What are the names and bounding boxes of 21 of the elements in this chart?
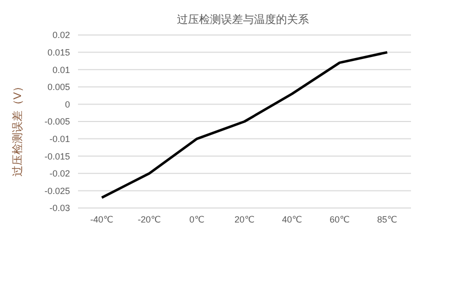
y-tick-label: 0.02 [52, 30, 70, 40]
y-tick-label: 0.005 [47, 82, 70, 92]
chart-title: 过压检测误差与温度的关系 [176, 12, 310, 27]
x-tick-label: 85℃ [377, 214, 398, 224]
x-tick-label: 40℃ [282, 214, 302, 224]
y-tick-label: -0.03 [49, 203, 70, 214]
x-tick-label: 0℃ [189, 214, 204, 224]
y-tick-label: -0.005 [44, 116, 70, 127]
y-tick-label: -0.01 [49, 134, 70, 144]
line-series [100, 51, 388, 199]
y-tick-label: -0.015 [44, 151, 70, 162]
y-tick-label: -0.02 [49, 168, 70, 179]
x-tick-label: 20℃ [234, 214, 255, 224]
y-tick-label: 0 [64, 99, 70, 110]
x-tick-label: -20℃ [138, 214, 161, 224]
x-tick-label: 60℃ [330, 214, 350, 224]
y-axis-title: 过压检测误差（V） [10, 81, 24, 176]
x-tick-label: -40℃ [90, 214, 114, 224]
y-tick-label: 0.015 [47, 47, 70, 58]
y-tick-label: 0.01 [52, 64, 70, 75]
y-tick-label: -0.025 [44, 186, 70, 196]
